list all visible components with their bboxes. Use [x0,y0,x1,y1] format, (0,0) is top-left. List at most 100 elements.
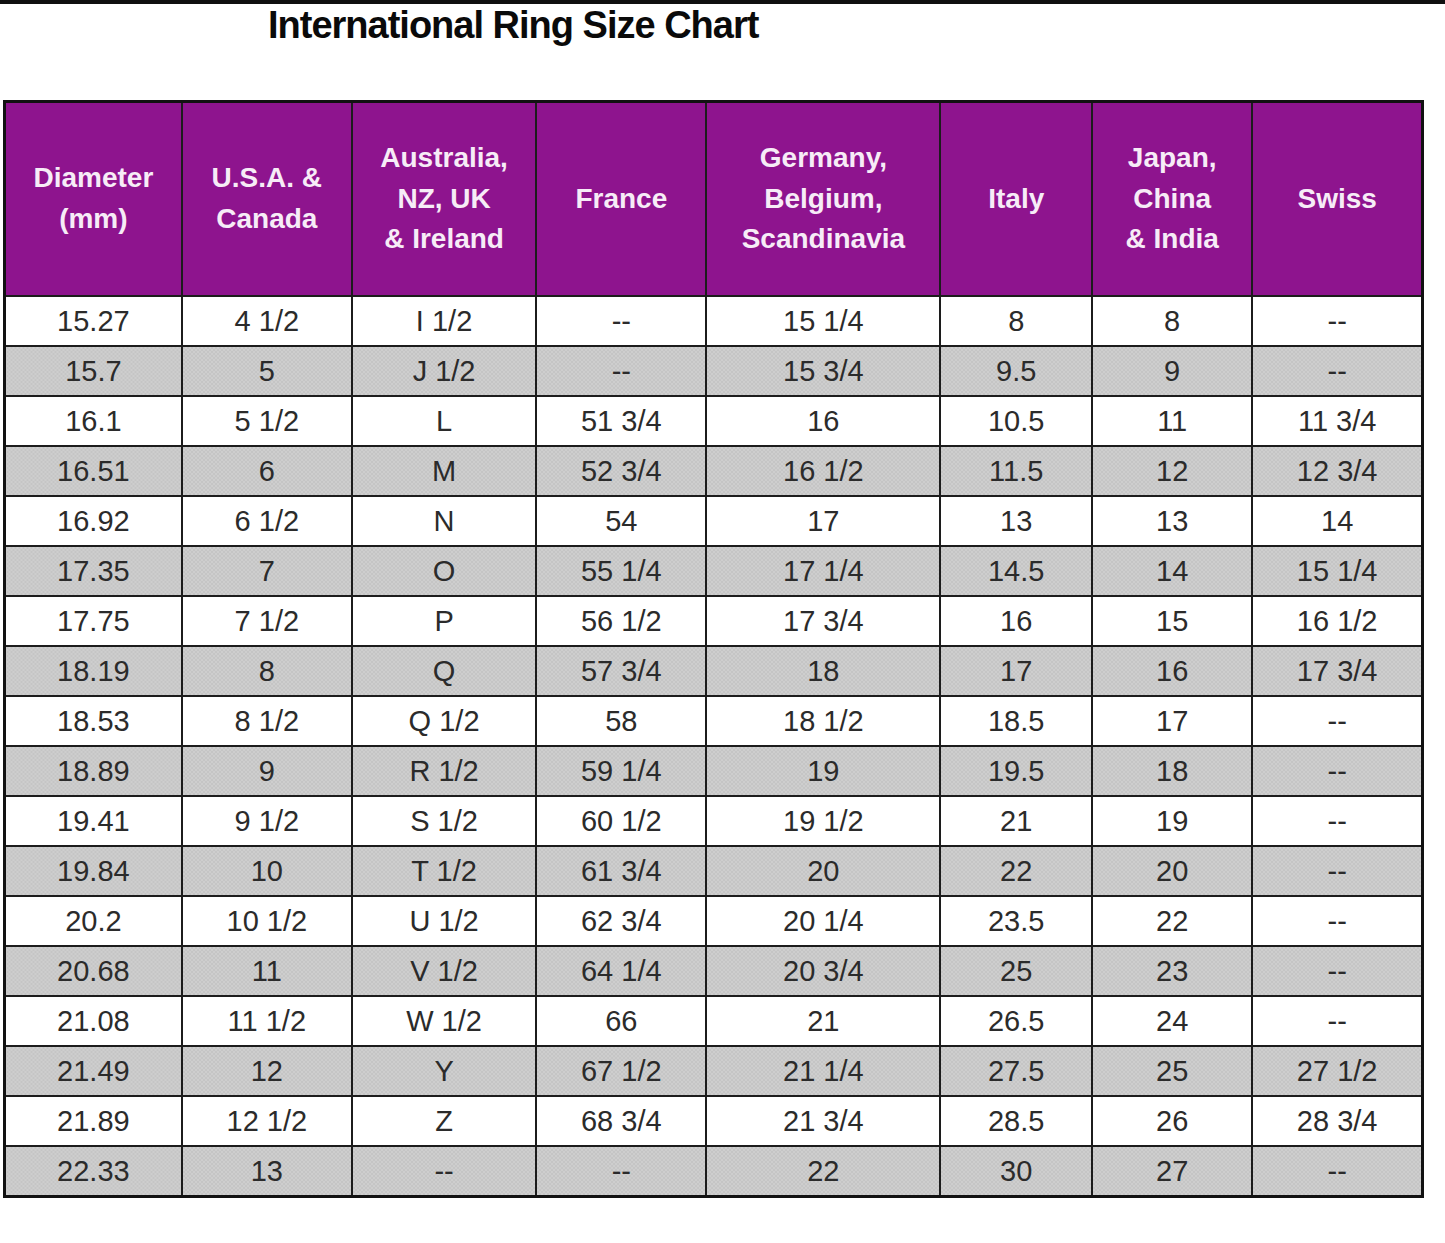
table-cell: 19.41 [5,796,182,846]
table-cell: 14 [1092,546,1252,596]
table-cell: 20.68 [5,946,182,996]
table-cell: 14 [1252,496,1422,546]
table-cell: 16.1 [5,396,182,446]
table-cell: 4 1/2 [182,296,352,346]
column-header: Germany, Belgium, Scandinavia [706,102,940,297]
table-cell: 6 1/2 [182,496,352,546]
table-cell: 5 1/2 [182,396,352,446]
table-row: 15.274 1/2I 1/2--15 1/488-- [5,296,1423,346]
table-cell: 22.33 [5,1146,182,1197]
table-cell: 62 3/4 [536,896,706,946]
table-cell: 12 [1092,446,1252,496]
table-cell: -- [352,1146,536,1197]
table-cell: 19 [1092,796,1252,846]
table-row: 20.6811V 1/264 1/420 3/42523-- [5,946,1423,996]
table-cell: 21 [706,996,940,1046]
table-cell: 21 [940,796,1092,846]
table-cell: 17 1/4 [706,546,940,596]
table-cell: 25 [940,946,1092,996]
table-cell: I 1/2 [352,296,536,346]
table-cell: -- [1252,996,1422,1046]
table-body: 15.274 1/2I 1/2--15 1/488--15.75J 1/2--1… [5,296,1423,1197]
table-cell: 18.19 [5,646,182,696]
table-cell: 16 [1092,646,1252,696]
table-row: 17.757 1/2P56 1/217 3/4161516 1/2 [5,596,1423,646]
table-cell: 9 [182,746,352,796]
ring-size-table: Diameter (mm)U.S.A. & CanadaAustralia, N… [3,100,1424,1198]
table-cell: Q [352,646,536,696]
table-cell: 15.7 [5,346,182,396]
table-cell: 12 3/4 [1252,446,1422,496]
table-cell: 8 [1092,296,1252,346]
table-cell: -- [1252,796,1422,846]
table-cell: 17 [940,646,1092,696]
table-cell: 16.92 [5,496,182,546]
table-cell: 5 [182,346,352,396]
table-cell: 55 1/4 [536,546,706,596]
table-cell: -- [1252,346,1422,396]
table-cell: Z [352,1096,536,1146]
table-cell: 18.89 [5,746,182,796]
table-cell: 18 1/2 [706,696,940,746]
table-cell: 16 [706,396,940,446]
table-cell: T 1/2 [352,846,536,896]
table-cell: 20 [1092,846,1252,896]
table-cell: 54 [536,496,706,546]
table-cell: O [352,546,536,596]
table-row: 17.357O55 1/417 1/414.51415 1/4 [5,546,1423,596]
table-cell: 21.08 [5,996,182,1046]
table-cell: 28.5 [940,1096,1092,1146]
table-cell: 21 1/4 [706,1046,940,1096]
table-row: 22.3313----223027-- [5,1146,1423,1197]
table-cell: V 1/2 [352,946,536,996]
table-cell: -- [536,346,706,396]
table-cell: 16 [940,596,1092,646]
table-cell: -- [1252,1146,1422,1197]
table-cell: -- [1252,896,1422,946]
column-header: Australia, NZ, UK & Ireland [352,102,536,297]
table-cell: 11 3/4 [1252,396,1422,446]
table-cell: 19.5 [940,746,1092,796]
table-cell: 15 [1092,596,1252,646]
column-header: Diameter (mm) [5,102,182,297]
table-cell: 16.51 [5,446,182,496]
table-cell: Q 1/2 [352,696,536,746]
table-cell: 15 1/4 [1252,546,1422,596]
table-row: 21.4912Y67 1/221 1/427.52527 1/2 [5,1046,1423,1096]
table-cell: 56 1/2 [536,596,706,646]
table-cell: 68 3/4 [536,1096,706,1146]
table-cell: 14.5 [940,546,1092,596]
table-cell: 20 [706,846,940,896]
table-cell: 18.53 [5,696,182,746]
table-row: 18.538 1/2Q 1/25818 1/218.517-- [5,696,1423,746]
column-header: Italy [940,102,1092,297]
table-cell: 22 [1092,896,1252,946]
table-cell: 61 3/4 [536,846,706,896]
table-cell: 20 3/4 [706,946,940,996]
table-cell: 30 [940,1146,1092,1197]
table-cell: 17.35 [5,546,182,596]
table-cell: 18 [706,646,940,696]
table-cell: 27 1/2 [1252,1046,1422,1096]
table-cell: 19.84 [5,846,182,896]
table-cell: 7 [182,546,352,596]
column-header: Japan, China & India [1092,102,1252,297]
table-cell: 17 [1092,696,1252,746]
table-cell: 15 1/4 [706,296,940,346]
table-cell: U 1/2 [352,896,536,946]
table-row: 18.899R 1/259 1/41919.518-- [5,746,1423,796]
table-cell: Y [352,1046,536,1096]
column-header: U.S.A. & Canada [182,102,352,297]
table-row: 21.0811 1/2W 1/2662126.524-- [5,996,1423,1046]
table-cell: 17 3/4 [1252,646,1422,696]
table-cell: 23 [1092,946,1252,996]
table-cell: 13 [1092,496,1252,546]
table-cell: L [352,396,536,446]
table-cell: 9 1/2 [182,796,352,846]
table-cell: 9 [1092,346,1252,396]
table-cell: -- [1252,946,1422,996]
column-header: France [536,102,706,297]
table-cell: 51 3/4 [536,396,706,446]
table-cell: 25 [1092,1046,1252,1096]
page-title: International Ring Size Chart [268,4,758,47]
